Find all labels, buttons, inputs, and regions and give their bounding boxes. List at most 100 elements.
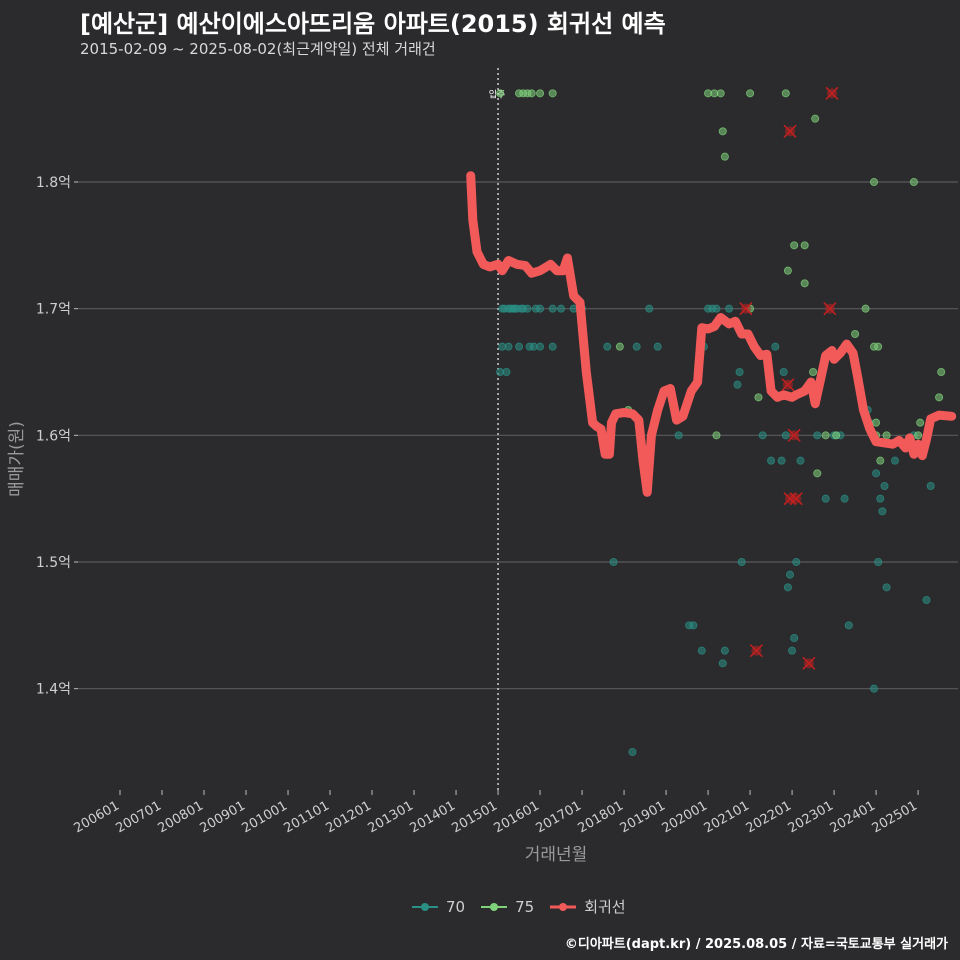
legend-item-70[interactable]: 70 xyxy=(412,898,465,916)
point-70 xyxy=(882,583,891,592)
point-75 xyxy=(809,367,818,376)
point-75 xyxy=(716,89,725,98)
point-70 xyxy=(548,304,557,313)
point-75 xyxy=(937,367,946,376)
regression-line-layer xyxy=(466,171,957,497)
point-75 xyxy=(783,266,792,275)
outlier-x-mark xyxy=(789,492,803,506)
point-75 xyxy=(861,304,870,313)
outlier-x-mark xyxy=(781,378,795,392)
point-70 xyxy=(796,456,805,465)
point-70 xyxy=(628,748,637,757)
y-tick-label: 1.8억 xyxy=(36,175,71,191)
point-75 xyxy=(800,241,809,250)
point-75 xyxy=(813,469,822,478)
legend-swatch-70 xyxy=(412,902,438,911)
legend-label-regression: 회귀선 xyxy=(584,898,626,916)
point-75 xyxy=(536,89,545,98)
point-70 xyxy=(548,342,557,351)
point-70 xyxy=(880,481,889,490)
point-75 xyxy=(872,418,881,427)
outlier-x-mark xyxy=(749,644,763,658)
x-tick-label: 201301 xyxy=(366,798,416,836)
legend: 70 75 회귀선 xyxy=(412,896,632,917)
point-70 xyxy=(557,304,566,313)
x-tick-label: 202401 xyxy=(828,798,878,836)
point-70 xyxy=(869,684,878,693)
regression-line xyxy=(466,171,957,497)
point-75 xyxy=(790,241,799,250)
point-75 xyxy=(781,89,790,98)
x-tick-label: 202001 xyxy=(660,798,710,836)
point-70 xyxy=(758,431,767,440)
chart-title: [예산군] 예산이에스아뜨리움 아파트(2015) 회귀선 예측 xyxy=(80,10,666,38)
point-70 xyxy=(632,342,641,351)
point-75 xyxy=(615,342,624,351)
point-75 xyxy=(882,431,891,440)
point-75 xyxy=(811,114,820,123)
point-75 xyxy=(821,431,830,440)
point-70 xyxy=(502,367,511,376)
point-70 xyxy=(645,304,654,313)
x-tick-label: 201801 xyxy=(576,798,626,836)
point-75 xyxy=(851,329,860,338)
point-70 xyxy=(771,342,780,351)
legend-label-70: 70 xyxy=(446,897,466,916)
point-70 xyxy=(844,621,853,630)
x-tick-label: 200901 xyxy=(198,798,248,836)
point-70 xyxy=(872,469,881,478)
x-tick-label: 201601 xyxy=(492,798,542,836)
point-75 xyxy=(916,418,925,427)
point-70 xyxy=(523,304,532,313)
point-70 xyxy=(788,646,797,655)
outlier-x-mark xyxy=(825,86,839,100)
point-70 xyxy=(926,481,935,490)
point-70 xyxy=(504,342,513,351)
legend-swatch-75 xyxy=(481,902,508,911)
y-axis-title: 매매가(원) xyxy=(7,421,27,497)
outlier-x-mark xyxy=(823,302,837,316)
point-70 xyxy=(674,431,683,440)
x-tick-label: 201201 xyxy=(324,798,374,836)
point-75 xyxy=(527,89,536,98)
point-70 xyxy=(697,646,706,655)
y-tick-label: 1.5억 xyxy=(36,555,71,571)
legend-swatch-regression xyxy=(550,902,577,911)
x-tick-label: 200601 xyxy=(72,798,122,836)
point-75 xyxy=(746,89,755,98)
x-tick-label: 200801 xyxy=(156,798,206,836)
point-70 xyxy=(781,431,790,440)
x-tick-label: 201501 xyxy=(450,798,500,836)
point-70 xyxy=(876,494,885,503)
x-tick-label: 201101 xyxy=(282,798,332,836)
point-70 xyxy=(785,570,794,579)
point-75 xyxy=(718,127,727,136)
legend-item-75[interactable]: 75 xyxy=(481,898,534,916)
point-70 xyxy=(718,659,727,668)
point-70 xyxy=(735,367,744,376)
point-70 xyxy=(922,596,931,605)
point-70 xyxy=(813,431,822,440)
point-75 xyxy=(874,342,883,351)
point-75 xyxy=(914,431,923,440)
point-70 xyxy=(515,342,524,351)
y-tick-label: 1.7억 xyxy=(36,302,71,318)
point-75 xyxy=(869,177,878,186)
point-70 xyxy=(821,494,830,503)
y-tick-label: 1.4억 xyxy=(36,682,71,698)
point-70 xyxy=(609,558,618,567)
point-75 xyxy=(548,89,557,98)
point-70 xyxy=(653,342,662,351)
legend-label-75: 75 xyxy=(515,897,535,916)
outlier-x-mark xyxy=(783,124,797,138)
x-axis-title: 거래년월 xyxy=(525,845,588,865)
point-70 xyxy=(878,507,887,516)
point-75 xyxy=(712,431,721,440)
point-70 xyxy=(712,304,721,313)
point-75 xyxy=(754,393,763,402)
point-75 xyxy=(720,152,729,161)
legend-item-regression[interactable]: 회귀선 xyxy=(550,896,626,917)
x-tick-label: 200701 xyxy=(114,798,164,836)
